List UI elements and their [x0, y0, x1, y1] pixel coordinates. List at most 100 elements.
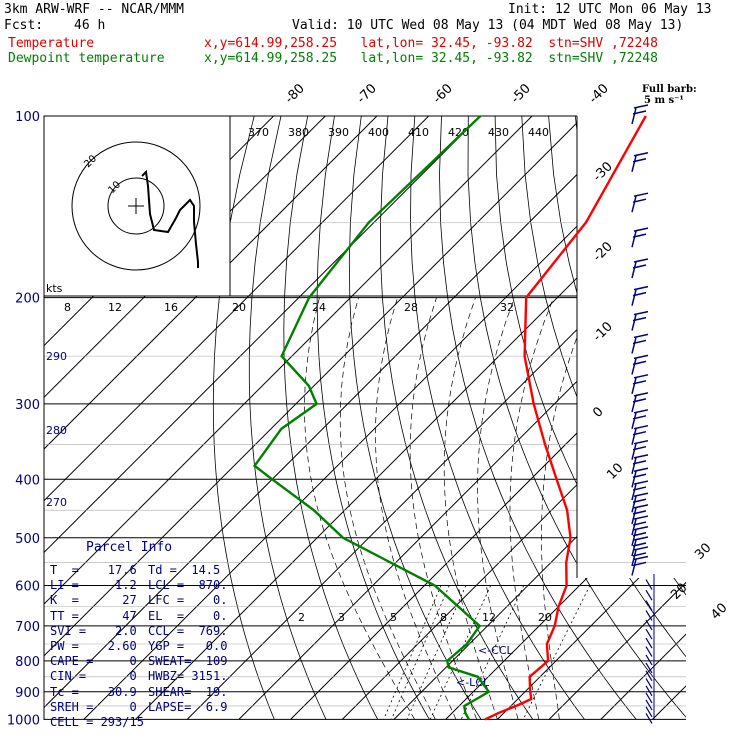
- forecast-hour: 46 h: [74, 18, 106, 33]
- isotherm-line: [44, 116, 430, 720]
- wind-barb: [631, 539, 637, 557]
- wind-barb-flag: [633, 515, 649, 520]
- dry-adiabat-line: [380, 116, 534, 720]
- wind-barb-flag: [632, 380, 647, 385]
- wind-barb-flag: [632, 339, 647, 345]
- wind-barb-flag: [633, 192, 649, 197]
- forecast-label: Fcst:: [4, 18, 44, 33]
- parcel-info-right-value: YGP = 0.0: [148, 639, 228, 653]
- wind-barbs: [631, 104, 655, 724]
- theta-label: 430: [488, 126, 509, 139]
- isotherm-label: 0: [590, 404, 606, 420]
- wind-barb-flag: [632, 498, 647, 503]
- dry-adiabat-line: [601, 116, 686, 720]
- wind-barb-flag: [633, 536, 649, 541]
- wind-barb: [631, 496, 637, 513]
- dry-adiabat-line: [709, 116, 740, 719]
- wind-barb-flag: [632, 430, 647, 436]
- wind-barb: [645, 610, 653, 621]
- isotherm-label: -80: [282, 81, 308, 107]
- wind-barb: [645, 619, 653, 631]
- temperature-legend: Temperature: [8, 36, 95, 51]
- wind-barb-flag: [633, 492, 649, 497]
- wind-barb-flag: [633, 374, 649, 379]
- wind-barb-flag: [633, 454, 649, 459]
- wind-barb: [631, 395, 637, 413]
- parcel-info-left-value: SREH = 0: [50, 699, 137, 714]
- dry-adiabat-label: 290: [46, 350, 67, 363]
- isotherm-line: [600, 116, 686, 720]
- wind-barb: [631, 518, 637, 536]
- isotherm-label: 30: [692, 541, 714, 563]
- parcel-info-left-value: CIN = 0: [50, 669, 137, 684]
- wind-barb-flag: [632, 316, 647, 322]
- wind-barb: [645, 628, 653, 640]
- pressure-label: 600: [15, 580, 40, 595]
- dewpoint-location: x,y=614.99,258.25 lat,lon= 32.45, -93.82…: [204, 51, 658, 66]
- dry-adiabat-label: 280: [46, 424, 67, 437]
- parcel-info-left-value: SVI = 2.0: [50, 623, 137, 638]
- dry-adiabat-line: [628, 116, 686, 720]
- wind-barb: [631, 314, 637, 331]
- isotherm-line: [445, 116, 686, 720]
- wind-barb-flag: [633, 333, 649, 339]
- theta-label: 410: [408, 126, 429, 139]
- moist-adiabat-line: [477, 297, 519, 720]
- wind-barb-flag: [633, 227, 649, 232]
- wind-barb: [645, 685, 653, 697]
- wind-barb-flag: [632, 532, 647, 537]
- wind-barb: [631, 155, 637, 172]
- pressure-label: 800: [15, 655, 40, 670]
- hodograph-speed-label: 28: [404, 301, 418, 314]
- parcel-info-title: Parcel Info: [86, 540, 173, 555]
- wind-barb-flag: [632, 460, 647, 465]
- theta-label: 390: [328, 126, 349, 139]
- isotherm-line: [44, 116, 585, 720]
- wind-barb-flag: [633, 354, 649, 360]
- pressure-label: 500: [15, 532, 40, 547]
- mixing-ratio-label: 12: [482, 611, 496, 624]
- isotherm-line: [548, 116, 686, 720]
- pressure-label: 300: [15, 398, 40, 413]
- wind-barb: [631, 412, 637, 429]
- wind-barb-flag: [633, 546, 649, 551]
- hodograph-speed-label: 32: [500, 301, 514, 314]
- wind-barb-flag: [633, 555, 649, 561]
- parcel-info-right-value: CCL = 769.: [148, 623, 228, 638]
- isotherm-line: [652, 116, 686, 720]
- wind-barb: [631, 483, 637, 501]
- isotherm-line: [186, 116, 686, 720]
- wind-barb-flag: [633, 104, 649, 109]
- wind-barb: [631, 358, 637, 375]
- wind-barb: [631, 261, 637, 279]
- wind-barb-flag: [633, 152, 649, 157]
- dry-adiabat-line: [348, 116, 482, 720]
- hodograph-speed-label: 24: [312, 301, 326, 314]
- hodograph-speed-label: 12: [108, 301, 122, 314]
- wind-barb-flag: [633, 467, 649, 473]
- mixing-ratio-line: [383, 585, 442, 720]
- pressure-label: 100: [15, 110, 40, 125]
- hodograph-speed-label: 8: [64, 301, 71, 314]
- temperature-location: x,y=614.99,258.25 lat,lon= 32.45, -93.82…: [204, 36, 658, 51]
- theta-label: 440: [528, 126, 549, 139]
- wind-barb-flag: [632, 233, 647, 238]
- wind-barb: [645, 670, 653, 682]
- parcel-info-left-value: T = 17.6: [50, 563, 137, 577]
- wind-barb: [645, 637, 653, 649]
- wind-barb: [631, 195, 637, 213]
- isotherm-label: -70: [354, 81, 380, 107]
- parcel-info-left-value: K = 27: [50, 593, 137, 608]
- ccl-marker: <-CCL: [478, 644, 514, 657]
- barb-scale-title: Full barb:: [642, 84, 697, 95]
- isotherm-line: [393, 116, 686, 720]
- wind-barb: [631, 549, 637, 567]
- hodograph-ring-10: [107, 177, 165, 235]
- wind-barb-flag: [632, 510, 647, 515]
- wind-barb: [645, 678, 653, 689]
- wind-barb-flag: [632, 158, 647, 163]
- parcel-info-right-value: SWEAT= 109: [148, 654, 228, 669]
- wind-barb-flag: [632, 198, 647, 203]
- wind-barb-flag: [632, 552, 647, 557]
